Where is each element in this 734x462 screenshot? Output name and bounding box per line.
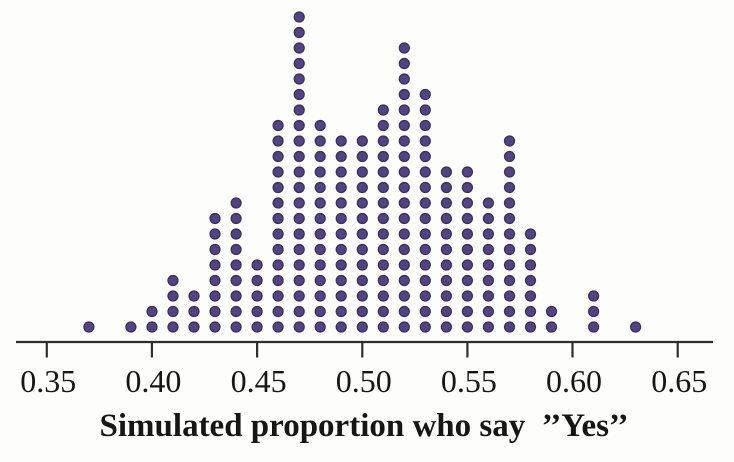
svg-text:Simulated proportion who say: Simulated proportion who say ’’Yes’’ [100,408,629,444]
svg-text:0.45: 0.45 [231,363,287,399]
svg-text:0.55: 0.55 [441,363,497,399]
svg-text:0.40: 0.40 [125,363,181,399]
svg-text:0.35: 0.35 [20,363,76,399]
svg-text:0.50: 0.50 [336,363,392,399]
svg-text:0.65: 0.65 [651,363,707,399]
svg-text:0.60: 0.60 [546,363,602,399]
